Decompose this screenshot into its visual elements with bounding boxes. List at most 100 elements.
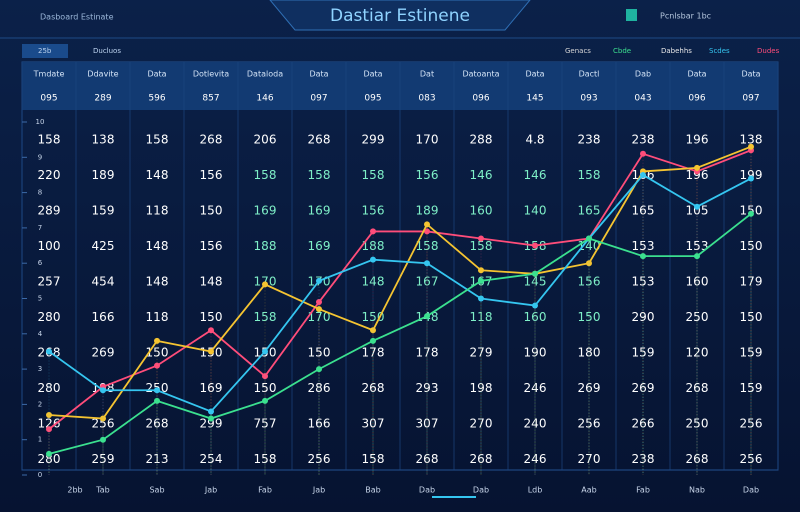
table-cell: 153	[686, 239, 709, 253]
table-cell: 254	[200, 452, 223, 466]
data-point[interactable]	[532, 270, 538, 277]
filter[interactable]: Cbde	[613, 47, 631, 55]
data-point[interactable]	[694, 203, 700, 210]
data-point[interactable]	[46, 348, 52, 355]
column-header: Data	[741, 70, 760, 79]
column-subheader: 095	[364, 94, 381, 104]
data-point[interactable]	[748, 143, 754, 150]
table-cell: 268	[686, 452, 709, 466]
column-subheader: 097	[310, 94, 327, 104]
data-point[interactable]	[46, 426, 52, 433]
icon[interactable]	[626, 9, 637, 21]
column-subheader: 043	[634, 94, 651, 104]
data-point[interactable]	[262, 281, 268, 288]
data-point[interactable]	[316, 299, 322, 306]
table-cell: 189	[416, 204, 439, 218]
data-point[interactable]	[370, 327, 376, 334]
data-point[interactable]	[640, 171, 646, 178]
data-point[interactable]	[46, 411, 52, 418]
column-subheader: 596	[148, 94, 165, 104]
data-point[interactable]	[208, 348, 214, 355]
data-point[interactable]	[100, 415, 106, 422]
filter[interactable]: Dudes	[757, 47, 780, 55]
table-cell: 178	[362, 346, 385, 360]
data-point[interactable]	[316, 306, 322, 313]
data-point[interactable]	[100, 436, 106, 443]
tab[interactable]: Ducluos	[93, 47, 121, 55]
column-header: Data	[309, 70, 328, 79]
table-cell: 257	[38, 275, 61, 289]
data-point[interactable]	[316, 277, 322, 284]
table-cell: 159	[632, 346, 655, 360]
table-cell: 156	[200, 168, 223, 182]
data-point[interactable]	[478, 295, 484, 302]
y-tick-label: 9	[38, 153, 42, 161]
data-point[interactable]	[424, 260, 430, 267]
data-point[interactable]	[370, 228, 376, 235]
data-point[interactable]	[694, 164, 700, 171]
table-cell: 148	[200, 275, 223, 289]
data-point[interactable]	[154, 397, 160, 404]
table-cell: 196	[686, 168, 709, 182]
table-cell: 198	[470, 381, 493, 395]
data-point[interactable]	[316, 366, 322, 373]
tab-active[interactable]	[22, 44, 68, 58]
table-cell: 158	[38, 133, 61, 147]
data-point[interactable]	[262, 373, 268, 380]
tab[interactable]: 25b	[38, 47, 52, 55]
data-point[interactable]	[154, 387, 160, 394]
data-point[interactable]	[424, 221, 430, 228]
data-point[interactable]	[478, 235, 484, 242]
table-cell: 266	[632, 417, 655, 431]
column-header: Ddavite	[87, 70, 118, 79]
data-point[interactable]	[46, 450, 52, 457]
table-cell: 268	[686, 381, 709, 395]
data-point[interactable]	[208, 327, 214, 334]
table-cell: 206	[254, 133, 277, 147]
data-point[interactable]	[424, 228, 430, 235]
table-cell: 189	[92, 168, 115, 182]
data-point[interactable]	[478, 267, 484, 274]
data-point[interactable]	[154, 362, 160, 369]
table-cell: 158	[146, 133, 169, 147]
data-point[interactable]	[100, 387, 106, 394]
table-cell: 454	[92, 275, 115, 289]
data-point[interactable]	[370, 337, 376, 344]
data-point[interactable]	[748, 210, 754, 217]
table-cell: 158	[254, 452, 277, 466]
table-cell: 188	[362, 239, 385, 253]
data-point[interactable]	[694, 253, 700, 260]
table-cell: 150	[578, 310, 601, 324]
data-point[interactable]	[154, 337, 160, 344]
data-point[interactable]	[262, 397, 268, 404]
data-point[interactable]	[208, 408, 214, 415]
table-cell: 120	[686, 346, 709, 360]
data-point[interactable]	[532, 242, 538, 249]
data-point[interactable]	[532, 302, 538, 309]
x-tick-label: Nab	[689, 486, 705, 495]
data-point[interactable]	[424, 313, 430, 320]
data-point[interactable]	[262, 348, 268, 355]
filter[interactable]: Dabehhs	[661, 47, 692, 55]
data-point[interactable]	[586, 260, 592, 267]
data-point[interactable]	[640, 253, 646, 260]
filter[interactable]: Genacs	[565, 47, 591, 55]
y-tick-label: 3	[38, 365, 42, 373]
data-point[interactable]	[370, 256, 376, 263]
x-tick-label: Tab	[95, 486, 110, 495]
table-cell: 220	[38, 168, 61, 182]
data-point[interactable]	[586, 235, 592, 242]
data-point[interactable]	[478, 277, 484, 284]
table-cell: 757	[254, 417, 277, 431]
data-point[interactable]	[748, 175, 754, 182]
y-tick-label: 2	[38, 400, 42, 408]
x-tick-label: Aab	[581, 486, 596, 495]
data-point[interactable]	[208, 415, 214, 422]
table-cell: 153	[632, 275, 655, 289]
data-point[interactable]	[640, 150, 646, 157]
table-cell: 238	[578, 133, 601, 147]
table-cell: 150	[740, 204, 763, 218]
series-line	[48, 173, 752, 413]
y-tick-label: 5	[38, 295, 42, 303]
filter[interactable]: Scdes	[709, 47, 730, 55]
